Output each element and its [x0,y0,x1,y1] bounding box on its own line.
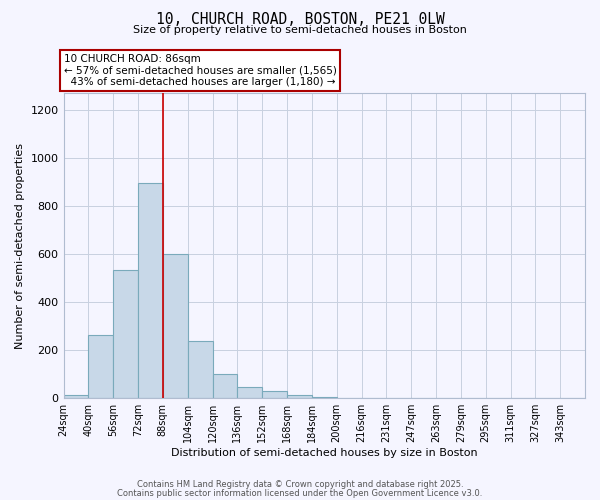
Bar [88,336,113,398]
Text: Contains public sector information licensed under the Open Government Licence v3: Contains public sector information licen… [118,488,482,498]
Text: Contains HM Land Registry data © Crown copyright and database right 2025.: Contains HM Land Registry data © Crown c… [137,480,463,489]
X-axis label: Distribution of semi-detached houses by size in Boston: Distribution of semi-detached houses by … [171,448,478,458]
Bar [262,390,287,398]
Bar [138,184,163,398]
Bar [188,342,212,398]
Bar [163,254,188,398]
Bar [212,374,238,398]
Text: 10, CHURCH ROAD, BOSTON, PE21 0LW: 10, CHURCH ROAD, BOSTON, PE21 0LW [155,12,445,28]
Bar [312,396,337,398]
Bar [113,270,138,398]
Text: Size of property relative to semi-detached houses in Boston: Size of property relative to semi-detach… [133,25,467,35]
Text: 10 CHURCH ROAD: 86sqm
← 57% of semi-detached houses are smaller (1,565)
  43% of: 10 CHURCH ROAD: 86sqm ← 57% of semi-deta… [64,54,337,88]
Bar [238,387,262,398]
Bar [64,396,88,398]
Y-axis label: Number of semi-detached properties: Number of semi-detached properties [15,142,25,348]
Bar [287,396,312,398]
